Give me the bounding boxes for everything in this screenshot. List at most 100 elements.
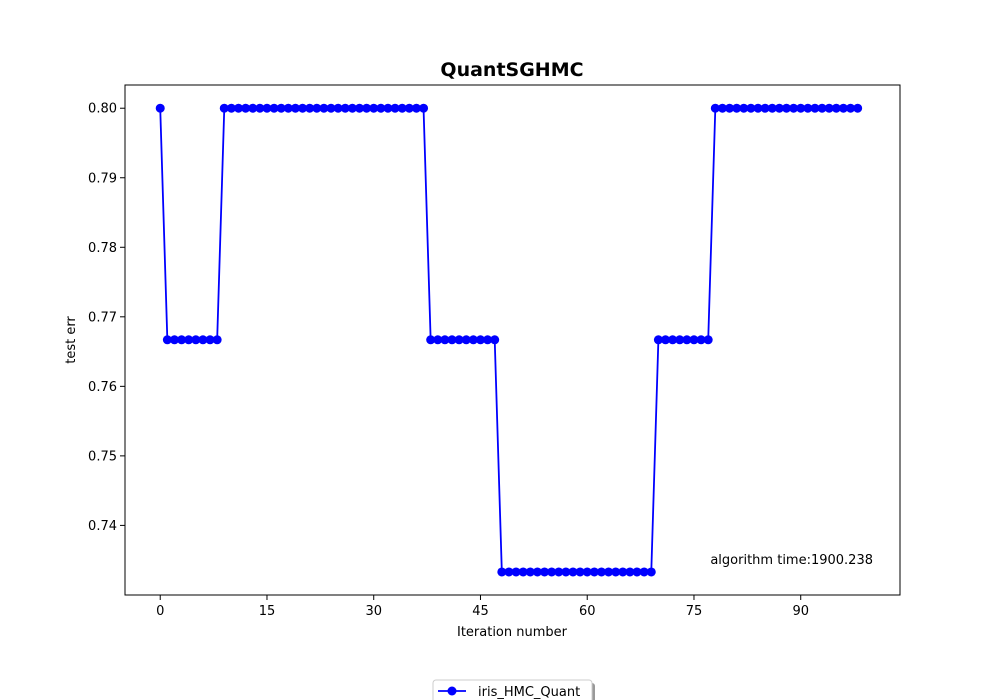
data-point bbox=[426, 335, 436, 345]
data-point bbox=[732, 103, 742, 113]
data-point bbox=[767, 103, 777, 113]
data-point bbox=[668, 335, 678, 345]
data-point bbox=[262, 103, 272, 113]
data-point bbox=[632, 567, 642, 577]
data-point bbox=[618, 567, 628, 577]
data-point bbox=[475, 335, 485, 345]
data-point bbox=[283, 103, 293, 113]
data-point bbox=[675, 335, 685, 345]
data-point bbox=[376, 103, 386, 113]
data-point bbox=[319, 103, 329, 113]
data-point bbox=[333, 103, 343, 113]
y-tick-label: 0.74 bbox=[88, 519, 117, 534]
data-point bbox=[490, 335, 500, 345]
data-point bbox=[639, 567, 649, 577]
data-point bbox=[725, 103, 735, 113]
data-point bbox=[710, 103, 720, 113]
data-point bbox=[169, 335, 179, 345]
data-point bbox=[447, 335, 457, 345]
data-point bbox=[419, 103, 429, 113]
data-point bbox=[390, 103, 400, 113]
data-point bbox=[241, 103, 251, 113]
data-point bbox=[625, 567, 635, 577]
chart-title: QuantSGHMC bbox=[440, 59, 583, 81]
data-point bbox=[831, 103, 841, 113]
data-point bbox=[383, 103, 393, 113]
data-point bbox=[753, 103, 763, 113]
data-point bbox=[433, 335, 443, 345]
data-point bbox=[191, 335, 201, 345]
x-tick-label: 15 bbox=[259, 604, 276, 619]
data-point bbox=[646, 567, 656, 577]
data-point bbox=[212, 335, 222, 345]
data-point bbox=[774, 103, 784, 113]
legend-marker-sample bbox=[447, 686, 457, 696]
data-point bbox=[347, 103, 357, 113]
y-tick-label: 0.75 bbox=[88, 449, 117, 464]
data-point bbox=[796, 103, 806, 113]
legend-entry-label: iris_HMC_Quant bbox=[478, 685, 580, 700]
data-point bbox=[611, 567, 621, 577]
data-point bbox=[483, 335, 493, 345]
data-point bbox=[326, 103, 336, 113]
data-point bbox=[226, 103, 236, 113]
data-point bbox=[312, 103, 322, 113]
data-point bbox=[746, 103, 756, 113]
data-point bbox=[440, 335, 450, 345]
data-point bbox=[817, 103, 827, 113]
data-point bbox=[298, 103, 308, 113]
data-point bbox=[810, 103, 820, 113]
data-point bbox=[404, 103, 414, 113]
y-tick-label: 0.78 bbox=[88, 241, 117, 256]
data-point bbox=[234, 103, 244, 113]
y-tick-label: 0.76 bbox=[88, 380, 117, 395]
data-point bbox=[198, 335, 208, 345]
x-tick-label: 60 bbox=[579, 604, 596, 619]
data-point bbox=[362, 103, 372, 113]
data-point bbox=[219, 103, 229, 113]
data-point bbox=[803, 103, 813, 113]
data-point bbox=[703, 335, 713, 345]
data-point bbox=[369, 103, 379, 113]
x-tick-label: 45 bbox=[472, 604, 489, 619]
x-axis-label: Iteration number bbox=[457, 625, 568, 640]
data-point bbox=[824, 103, 834, 113]
legend-box bbox=[432, 679, 593, 700]
legend: iris_HMC_Quant bbox=[432, 679, 595, 700]
data-point bbox=[532, 567, 542, 577]
plot-frame bbox=[124, 84, 901, 596]
data-point bbox=[411, 103, 421, 113]
data-point bbox=[689, 335, 699, 345]
data-point bbox=[582, 567, 592, 577]
data-point bbox=[838, 103, 848, 113]
data-point bbox=[596, 567, 606, 577]
data-point bbox=[269, 103, 279, 113]
data-point bbox=[717, 103, 727, 113]
data-point bbox=[554, 567, 564, 577]
y-tick-label: 0.77 bbox=[88, 310, 117, 325]
data-point bbox=[739, 103, 749, 113]
data-point bbox=[184, 335, 194, 345]
data-point bbox=[162, 335, 172, 345]
data-point bbox=[661, 335, 671, 345]
data-point bbox=[276, 103, 286, 113]
y-axis-label: test err bbox=[64, 316, 79, 364]
y-tick-label: 0.80 bbox=[88, 102, 117, 117]
data-point bbox=[853, 103, 863, 113]
data-point bbox=[461, 335, 471, 345]
x-tick-label: 30 bbox=[365, 604, 382, 619]
data-point bbox=[305, 103, 315, 113]
data-point bbox=[561, 567, 571, 577]
x-tick-label: 0 bbox=[156, 604, 164, 619]
data-point bbox=[511, 567, 521, 577]
y-tick-label: 0.79 bbox=[88, 171, 117, 186]
algorithm-time-annotation: algorithm time:1900.238 bbox=[710, 553, 873, 568]
data-point bbox=[653, 335, 663, 345]
data-point bbox=[504, 567, 514, 577]
data-point bbox=[575, 567, 585, 577]
data-point bbox=[781, 103, 791, 113]
data-point bbox=[525, 567, 535, 577]
data-point bbox=[518, 567, 528, 577]
data-point bbox=[177, 335, 187, 345]
x-tick-label: 75 bbox=[686, 604, 703, 619]
